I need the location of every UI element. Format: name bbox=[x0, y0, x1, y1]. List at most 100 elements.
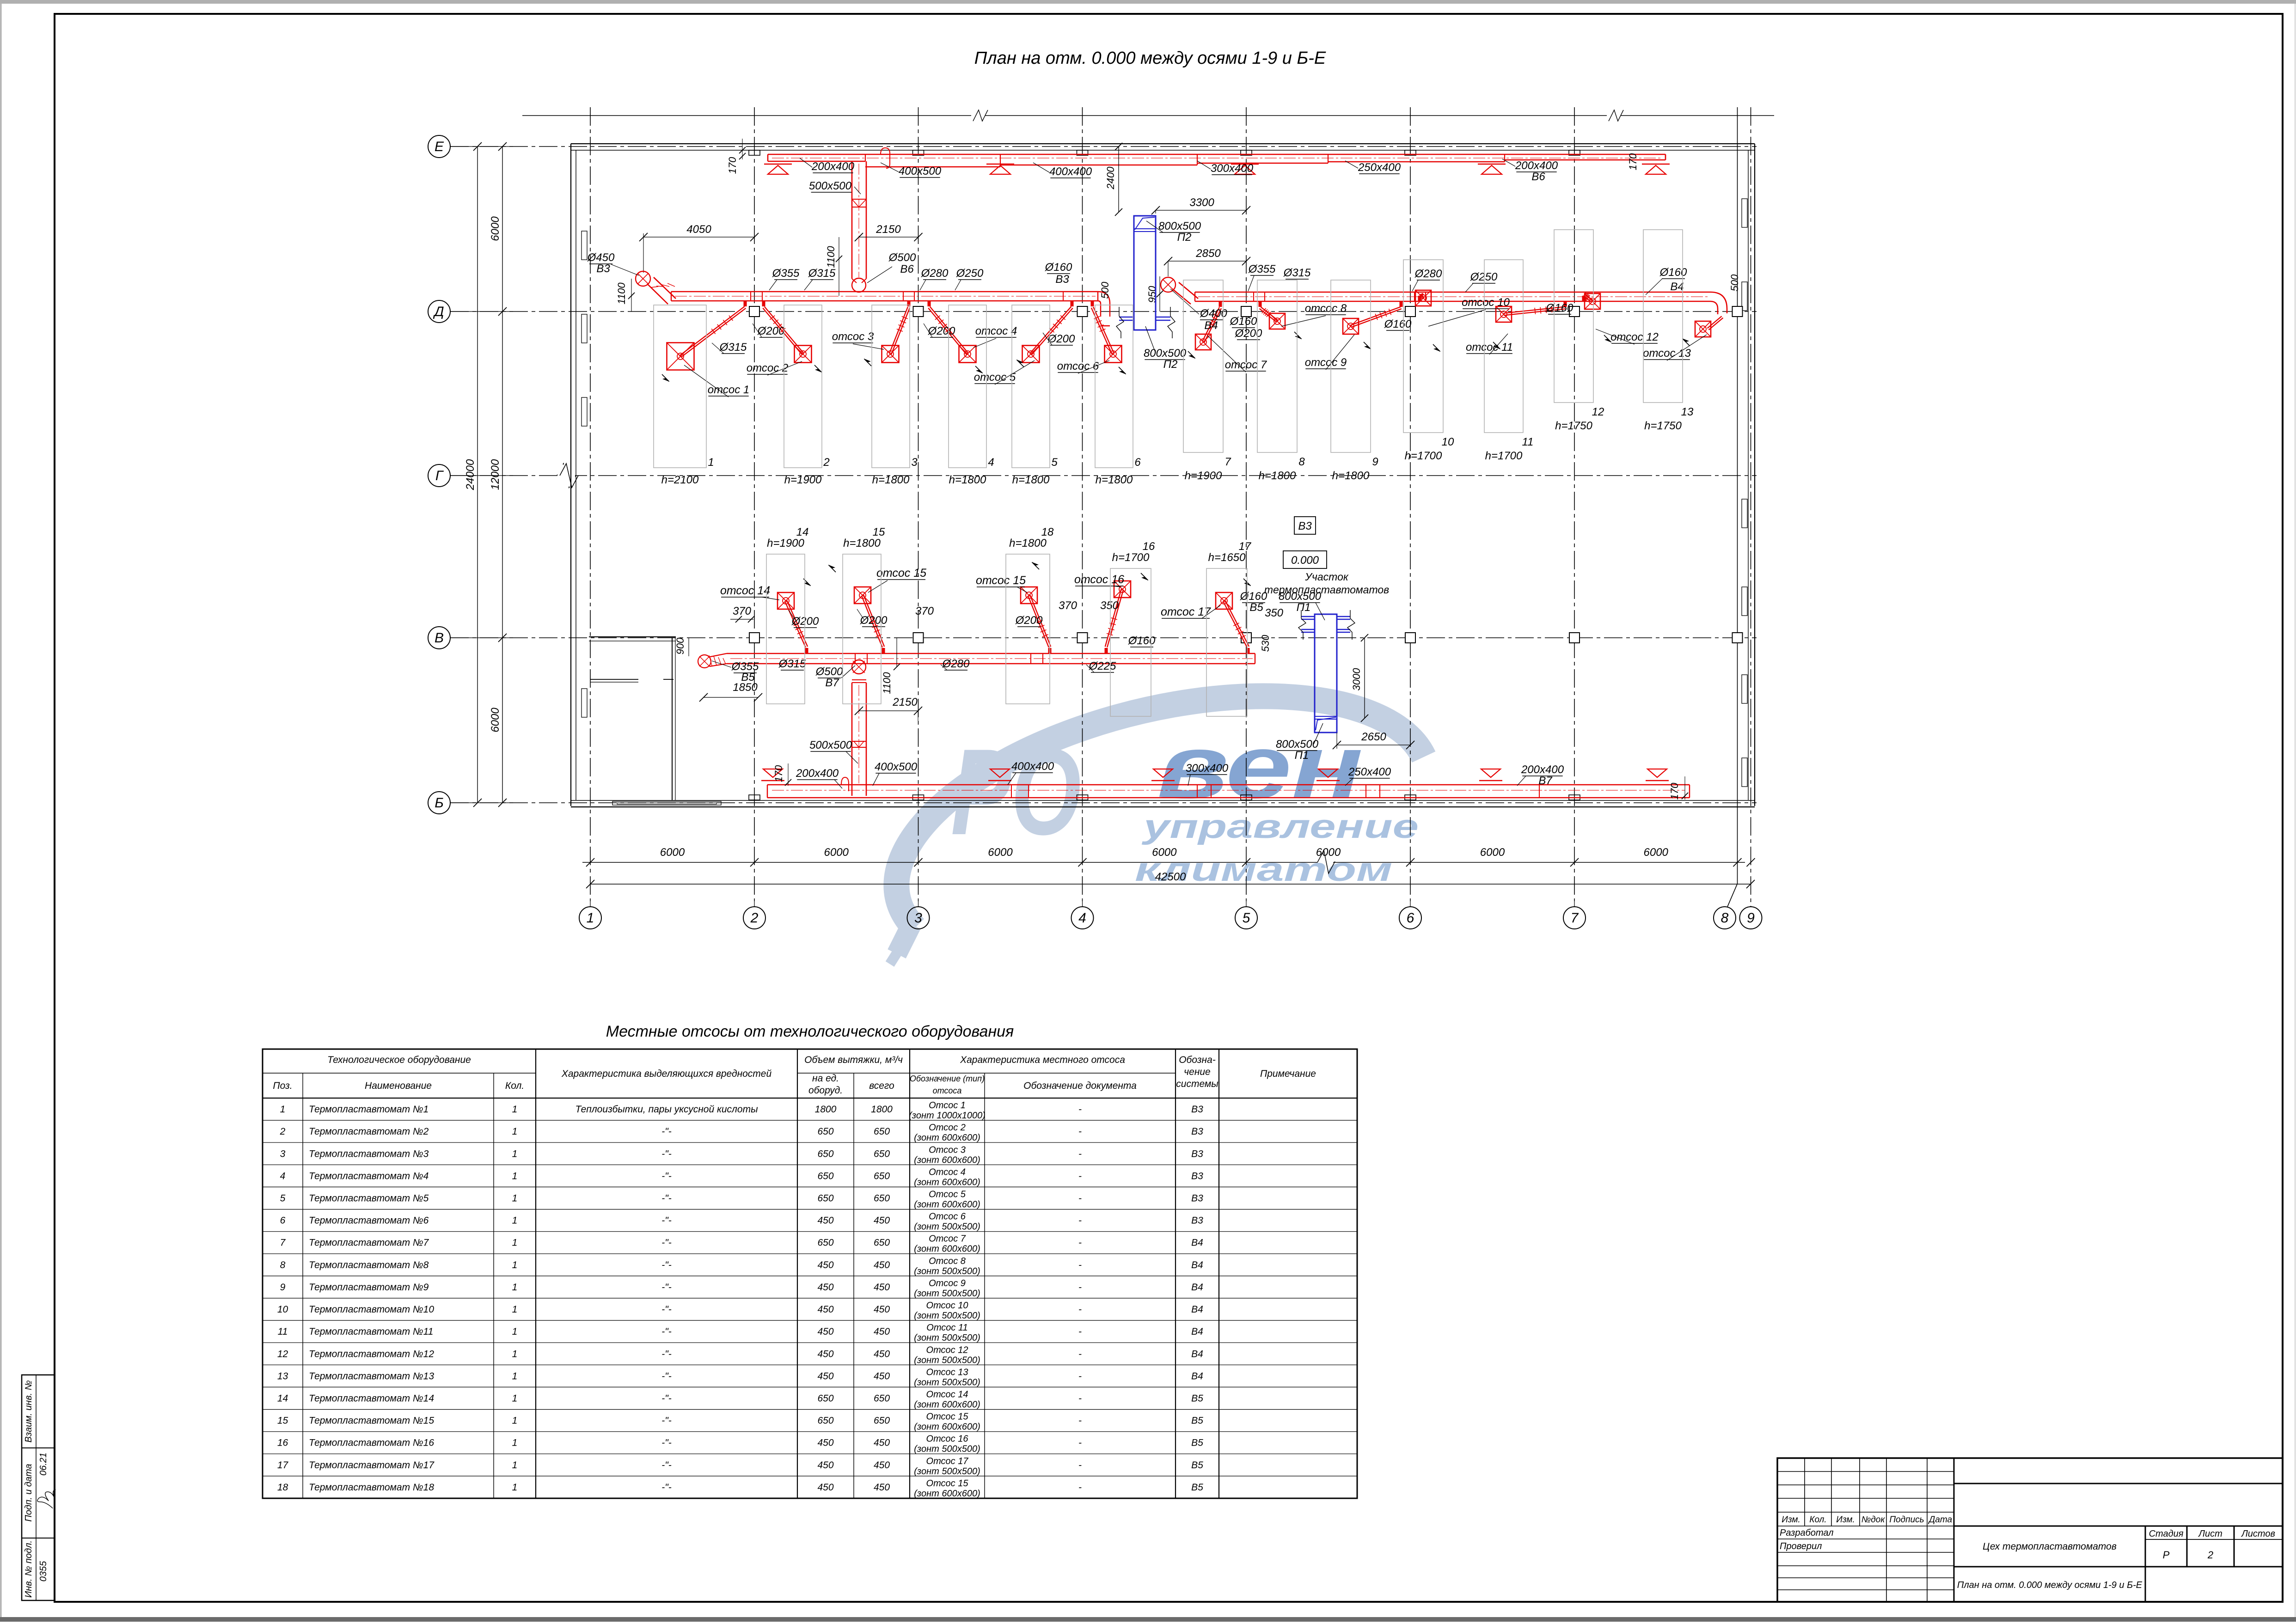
svg-text:6000: 6000 bbox=[660, 846, 685, 859]
svg-text:350: 350 bbox=[1100, 599, 1119, 612]
svg-text:400x500: 400x500 bbox=[875, 761, 918, 773]
svg-text:h=1800: h=1800 bbox=[949, 474, 986, 486]
svg-text:Ø200: Ø200 bbox=[791, 615, 819, 628]
svg-text:Отсос 2: Отсос 2 bbox=[929, 1123, 966, 1133]
svg-text:Проверил: Проверил bbox=[1780, 1541, 1822, 1551]
svg-text:-"-: -"- bbox=[661, 1371, 671, 1381]
svg-text:отсос 6: отсос 6 bbox=[1057, 360, 1099, 372]
svg-text:3300: 3300 bbox=[1189, 196, 1214, 209]
svg-text:всего: всего bbox=[869, 1081, 894, 1091]
svg-text:(зонт 600х600): (зонт 600х600) bbox=[914, 1177, 980, 1187]
svg-text:3000: 3000 bbox=[1351, 668, 1362, 691]
svg-text:450: 450 bbox=[817, 1282, 833, 1293]
svg-text:Термопластавтомат №3: Термопластавтомат №3 bbox=[309, 1148, 429, 1159]
svg-text:-: - bbox=[1078, 1148, 1082, 1159]
svg-text:500x500: 500x500 bbox=[809, 739, 852, 751]
svg-text:Термопластавтомат №13: Термопластавтомат №13 bbox=[309, 1371, 434, 1381]
svg-text:Примечание: Примечание bbox=[1260, 1068, 1316, 1079]
svg-text:Инв. № подл.: Инв. № подл. bbox=[24, 1540, 34, 1598]
svg-text:Объем вытяжки, м³/ч: Объем вытяжки, м³/ч bbox=[804, 1055, 903, 1065]
svg-text:Ø160: Ø160 bbox=[1045, 261, 1072, 274]
svg-text:4: 4 bbox=[1078, 910, 1086, 926]
svg-text:-"-: -"- bbox=[661, 1171, 671, 1181]
svg-text:Характеристика выделяющихся вр: Характеристика выделяющихся вредностей bbox=[561, 1068, 772, 1079]
svg-text:18: 18 bbox=[1041, 526, 1054, 538]
svg-text:-"-: -"- bbox=[661, 1126, 671, 1137]
svg-text:1: 1 bbox=[512, 1238, 518, 1248]
svg-text:В5: В5 bbox=[1191, 1460, 1203, 1471]
svg-text:1100: 1100 bbox=[825, 246, 837, 268]
svg-text:Термопластавтомат №11: Термопластавтомат №11 bbox=[309, 1326, 433, 1337]
svg-text:Ø280: Ø280 bbox=[942, 658, 970, 670]
svg-text:Ø500: Ø500 bbox=[888, 251, 916, 264]
svg-text:Ø355: Ø355 bbox=[731, 660, 759, 673]
svg-text:450: 450 bbox=[817, 1460, 833, 1471]
svg-text:Отсос 3: Отсос 3 bbox=[929, 1145, 966, 1155]
svg-text:(зонт 600х600): (зонт 600х600) bbox=[914, 1422, 980, 1432]
svg-text:(зонт 500х500): (зонт 500х500) bbox=[914, 1288, 980, 1299]
svg-text:300x400: 300x400 bbox=[1211, 162, 1254, 175]
svg-text:Отсос 6: Отсос 6 bbox=[929, 1212, 966, 1222]
svg-text:h=1700: h=1700 bbox=[1112, 551, 1150, 564]
svg-text:15: 15 bbox=[277, 1416, 288, 1426]
svg-text:1: 1 bbox=[512, 1104, 518, 1115]
svg-text:2650: 2650 bbox=[1361, 731, 1386, 743]
svg-text:Ø200: Ø200 bbox=[1235, 327, 1262, 340]
svg-text:650: 650 bbox=[817, 1393, 833, 1404]
svg-text:650: 650 bbox=[874, 1126, 890, 1137]
svg-text:П1: П1 bbox=[1297, 601, 1311, 614]
svg-text:Термопластавтомат №10: Термопластавтомат №10 bbox=[309, 1304, 434, 1315]
svg-text:6000: 6000 bbox=[1152, 846, 1177, 859]
svg-text:(зонт 600х600): (зонт 600х600) bbox=[914, 1489, 980, 1499]
svg-text:9: 9 bbox=[280, 1282, 286, 1293]
svg-text:-: - bbox=[1078, 1416, 1082, 1426]
svg-text:450: 450 bbox=[874, 1304, 890, 1315]
svg-text:650: 650 bbox=[874, 1148, 890, 1159]
svg-text:400x500: 400x500 bbox=[899, 165, 942, 177]
svg-text:8: 8 bbox=[280, 1260, 286, 1270]
svg-text:Ø225: Ø225 bbox=[1089, 660, 1116, 672]
svg-text:15: 15 bbox=[873, 526, 885, 538]
svg-text:7: 7 bbox=[1225, 456, 1231, 468]
svg-text:6000: 6000 bbox=[1480, 846, 1505, 859]
svg-text:500: 500 bbox=[1099, 281, 1111, 299]
svg-text:170: 170 bbox=[1627, 153, 1639, 170]
svg-text:Отсос 1: Отсос 1 bbox=[929, 1100, 966, 1111]
svg-text:06.21: 06.21 bbox=[38, 1453, 49, 1476]
svg-text:Характеристика местного отсоса: Характеристика местного отсоса bbox=[960, 1055, 1125, 1065]
svg-text:1: 1 bbox=[512, 1193, 518, 1204]
svg-text:h=1800: h=1800 bbox=[1012, 474, 1050, 486]
svg-text:1: 1 bbox=[512, 1416, 518, 1426]
svg-text:370: 370 bbox=[733, 605, 752, 617]
svg-text:450: 450 bbox=[817, 1438, 833, 1448]
svg-text:500x500: 500x500 bbox=[809, 180, 852, 192]
svg-text:650: 650 bbox=[817, 1416, 833, 1426]
svg-text:Ø160: Ø160 bbox=[1659, 266, 1687, 279]
svg-text:450: 450 bbox=[874, 1215, 890, 1226]
svg-text:Ø200: Ø200 bbox=[928, 325, 955, 337]
svg-text:650: 650 bbox=[817, 1193, 833, 1204]
svg-text:Отсос 4: Отсос 4 bbox=[929, 1167, 966, 1177]
svg-text:(зонт 600х600): (зонт 600х600) bbox=[914, 1155, 980, 1165]
svg-text:-"-: -"- bbox=[661, 1238, 671, 1248]
svg-text:1800: 1800 bbox=[871, 1104, 893, 1115]
svg-text:450: 450 bbox=[874, 1349, 890, 1359]
svg-text:В5: В5 bbox=[1191, 1416, 1203, 1426]
svg-text:300x400: 300x400 bbox=[1186, 762, 1229, 775]
svg-text:370: 370 bbox=[915, 605, 934, 617]
svg-text:12: 12 bbox=[277, 1349, 288, 1359]
svg-text:В4: В4 bbox=[1191, 1282, 1203, 1293]
svg-text:200x400: 200x400 bbox=[796, 767, 839, 780]
svg-text:11: 11 bbox=[278, 1326, 288, 1337]
svg-text:24000: 24000 bbox=[464, 459, 477, 490]
svg-text:170: 170 bbox=[1669, 782, 1680, 800]
svg-text:В3: В3 bbox=[1055, 273, 1069, 286]
svg-text:650: 650 bbox=[874, 1193, 890, 1204]
svg-text:Отсос 14: Отсос 14 bbox=[926, 1390, 968, 1400]
svg-text:400x400: 400x400 bbox=[1011, 760, 1054, 773]
svg-text:450: 450 bbox=[817, 1326, 833, 1337]
svg-text:250x400: 250x400 bbox=[1358, 161, 1401, 174]
svg-text:3: 3 bbox=[914, 910, 922, 926]
svg-text:1: 1 bbox=[512, 1148, 518, 1159]
svg-text:7: 7 bbox=[280, 1238, 286, 1248]
